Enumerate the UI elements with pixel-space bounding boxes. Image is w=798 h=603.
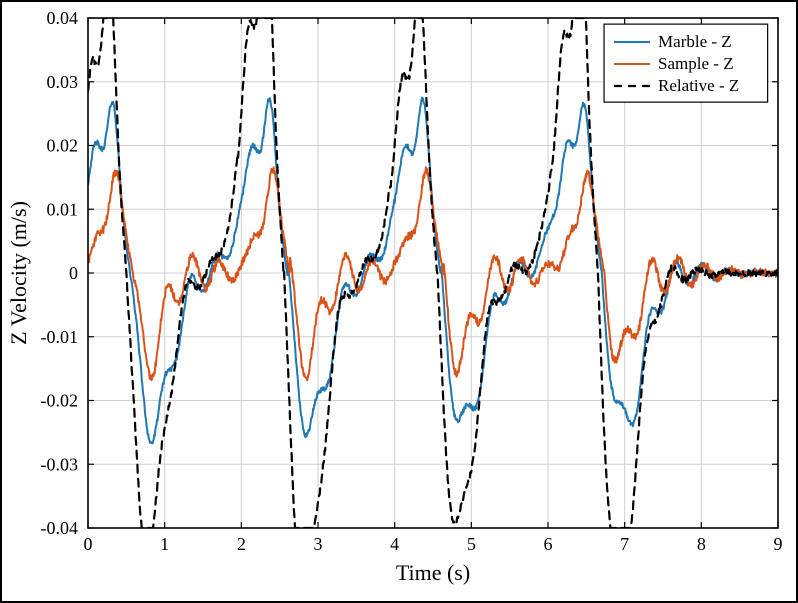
xtick-label: 6 bbox=[544, 534, 553, 554]
legend-item-label: Marble - Z bbox=[658, 32, 732, 51]
xtick-label: 1 bbox=[160, 534, 169, 554]
ytick-label: -0.04 bbox=[41, 518, 79, 538]
ytick-label: 0.03 bbox=[47, 72, 79, 92]
legend-item-label: Sample - Z bbox=[658, 54, 734, 73]
y-axis-label: Z Velocity (m/s) bbox=[6, 201, 31, 345]
ytick-label: -0.01 bbox=[41, 327, 79, 347]
xtick-label: 8 bbox=[697, 534, 706, 554]
ytick-label: 0.01 bbox=[47, 199, 79, 219]
xtick-label: 3 bbox=[314, 534, 323, 554]
ytick-label: -0.03 bbox=[41, 454, 79, 474]
ytick-label: 0.02 bbox=[47, 136, 79, 156]
legend-item-label: Relative - Z bbox=[658, 76, 739, 95]
xtick-label: 0 bbox=[84, 534, 93, 554]
chart-container: 0 1 2 3 4 5 6 7 8 9 -0.04 -0.03 -0.02 -0.01 0 0.01 0.02 0… bbox=[0, 0, 798, 603]
xtick-label: 9 bbox=[774, 534, 783, 554]
x-axis-label: Time (s) bbox=[396, 560, 470, 585]
xtick-label: 2 bbox=[237, 534, 246, 554]
ytick-label: 0 bbox=[69, 263, 78, 283]
xtick-label: 7 bbox=[620, 534, 629, 554]
xtick-label: 5 bbox=[467, 534, 476, 554]
xtick-label: 4 bbox=[390, 534, 399, 554]
ytick-label: 0.04 bbox=[47, 8, 79, 28]
ytick-label: -0.02 bbox=[41, 391, 79, 411]
legend: Marble - Z Sample - Z Relative - Z bbox=[604, 24, 768, 102]
chart-svg: 0 1 2 3 4 5 6 7 8 9 -0.04 -0.03 -0.02 -0.01 0 0.01 0.02 0… bbox=[0, 0, 798, 603]
